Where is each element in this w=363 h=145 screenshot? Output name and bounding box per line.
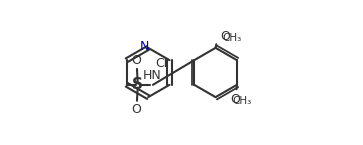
Text: O: O [231, 93, 240, 106]
Text: O: O [131, 103, 141, 116]
Text: O: O [220, 30, 230, 43]
Text: Cl: Cl [155, 57, 168, 70]
Text: CH₃: CH₃ [222, 33, 241, 43]
Text: HN: HN [143, 69, 162, 82]
Text: N: N [140, 40, 149, 53]
Text: CH₃: CH₃ [232, 97, 252, 106]
Text: S: S [132, 77, 143, 92]
Text: O: O [131, 54, 141, 67]
